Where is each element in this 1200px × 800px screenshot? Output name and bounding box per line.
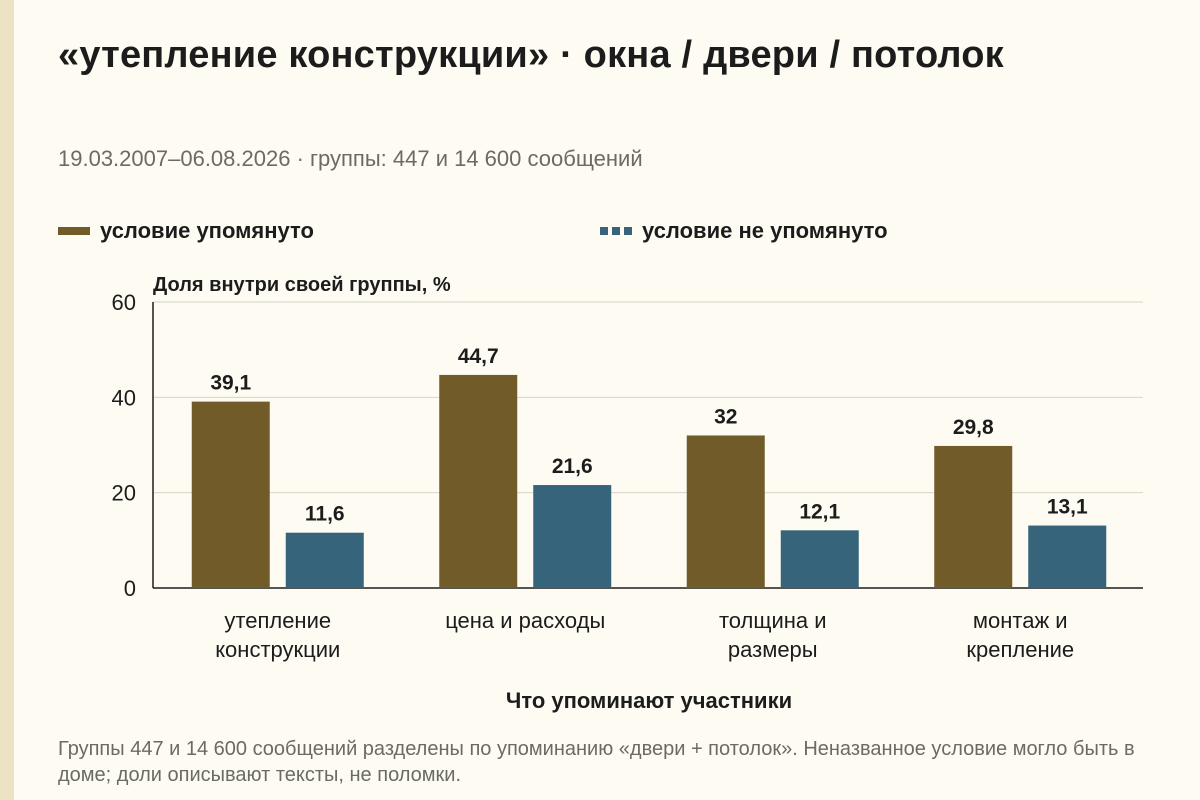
bar <box>686 435 765 588</box>
legend-item-not-mentioned: условие не упомянуто <box>600 218 888 244</box>
legend-label-not-mentioned: условие не упомянуто <box>642 218 888 243</box>
x-tick-label: монтаж и крепление <box>966 608 1074 662</box>
y-tick-label: 60 <box>112 290 136 315</box>
data-label: 12,1 <box>799 500 840 523</box>
bar-chart: Доля внутри своей группы, % 0 20 40 60 39,1 1… <box>112 274 1143 713</box>
legend-swatch-mentioned <box>58 227 90 235</box>
chart-title: «утепление конструкции» · окна / двери /… <box>58 34 1004 76</box>
data-label: 11,6 <box>305 503 345 526</box>
x-tick-label: утепление конструкции <box>215 608 340 662</box>
bar <box>934 445 1013 588</box>
x-tick-label: цена и расходы <box>445 608 605 633</box>
data-label: 32 <box>714 405 737 428</box>
bar <box>533 485 612 588</box>
data-label: 21,6 <box>552 455 593 478</box>
data-label: 29,8 <box>953 416 994 439</box>
y-tick-label: 0 <box>124 576 136 601</box>
x-axis-label: Что упоминают участники <box>506 688 792 713</box>
legend-swatch-not-mentioned <box>600 227 632 235</box>
legend-label-mentioned: условие упомянуто <box>100 218 314 243</box>
bar <box>780 530 859 588</box>
bar <box>285 532 364 588</box>
bar <box>439 374 518 588</box>
y-tick-label: 20 <box>112 481 136 506</box>
data-label: 44,7 <box>458 345 499 368</box>
y-tick-label: 40 <box>112 385 136 410</box>
y-axis-label: Доля внутри своей группы, % <box>153 274 451 296</box>
footnote: Группы 447 и 14 600 сообщений разделены … <box>58 738 1135 786</box>
x-tick-label: толщина и размеры <box>719 608 827 662</box>
bar <box>191 401 270 588</box>
data-label: 39,1 <box>210 372 251 395</box>
legend-item-mentioned: условие упомянуто <box>58 218 314 244</box>
bar <box>1028 525 1107 588</box>
left-accent-stripe <box>0 0 14 800</box>
chart-subtitle: 19.03.2007–06.08.2026 · группы: 447 и 14… <box>58 146 643 171</box>
data-label: 13,1 <box>1047 496 1088 519</box>
